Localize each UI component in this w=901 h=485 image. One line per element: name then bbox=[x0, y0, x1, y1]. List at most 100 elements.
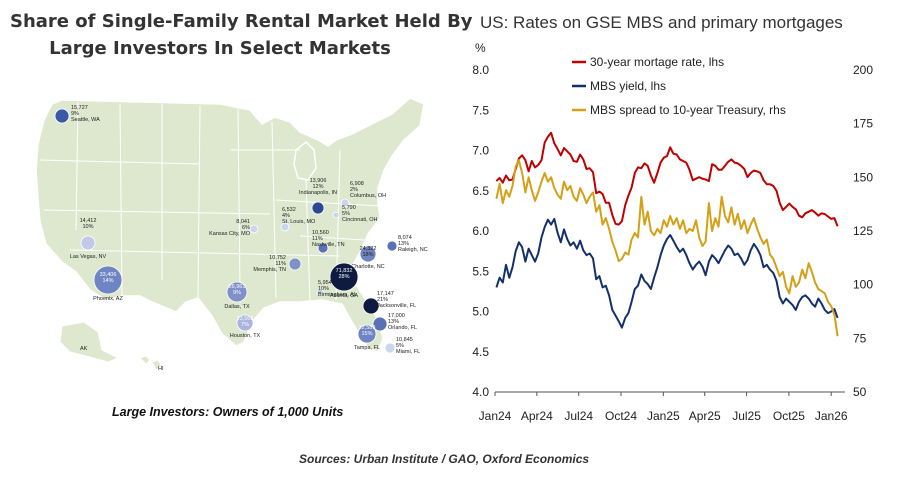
market-units-label: 5,954 bbox=[318, 280, 332, 286]
x-tick-label: Jul24 bbox=[564, 409, 593, 423]
market-bubble bbox=[93, 265, 123, 295]
legend-item: MBS yield, lhs bbox=[572, 79, 666, 93]
y-left-tick-label: 5.0 bbox=[472, 305, 489, 319]
y-left-tick-label: 5.5 bbox=[472, 264, 489, 278]
market-units-label: 6,908 bbox=[350, 181, 364, 187]
market-bubble bbox=[357, 324, 377, 344]
market-share-label: 14% bbox=[102, 278, 113, 284]
map-title-line-2: Large Investors In Select Markets bbox=[49, 38, 391, 59]
y-left-tick-label: 4.5 bbox=[472, 345, 489, 359]
market-share-label: 18% bbox=[362, 252, 373, 258]
us-map-land bbox=[35, 97, 425, 371]
y-right-tick-label: 150 bbox=[853, 170, 873, 184]
rates-chart: US: Rates on GSE MBS and primary mortgag… bbox=[472, 13, 873, 423]
market-name-label: Las Vegas, NV bbox=[70, 254, 107, 260]
left-axis-unit-label: % bbox=[475, 41, 486, 55]
market-name-label: Atlanta, GA bbox=[330, 293, 358, 299]
series-line-mortgage-rate bbox=[495, 131, 839, 227]
y-right-tick-label: 75 bbox=[853, 331, 867, 345]
market-bubble bbox=[311, 201, 325, 215]
market-name-label: Cincinnati, OH bbox=[342, 217, 377, 223]
chart-series bbox=[495, 131, 839, 337]
market-name-label: St. Louis, MO bbox=[282, 219, 316, 225]
market-units-label: 26,961 bbox=[229, 284, 246, 290]
market-name-label: Birmingham, AL bbox=[318, 292, 357, 298]
market-share-label: 28% bbox=[338, 274, 349, 280]
market-share-label: 7% bbox=[241, 322, 249, 328]
market-name-label: Seattle, WA bbox=[71, 117, 100, 123]
state-borders bbox=[39, 101, 381, 303]
y-left-tick-label: 8.0 bbox=[472, 63, 489, 77]
market-units-label: 17,147 bbox=[377, 291, 394, 297]
market-units-label: 10,845 bbox=[396, 337, 413, 343]
market-name-label: Houston, TX bbox=[230, 333, 261, 339]
y-right-tick-label: 100 bbox=[853, 278, 873, 292]
market-share-label: 5% bbox=[342, 211, 350, 217]
legend-label: MBS yield, lhs bbox=[590, 79, 666, 93]
x-tick-label: Apr24 bbox=[521, 409, 553, 423]
market-share-label: 10% bbox=[82, 224, 93, 230]
market-bubble bbox=[280, 222, 290, 232]
market-units-label: 23,563 bbox=[237, 316, 254, 322]
market-name-label: Miami, FL bbox=[396, 349, 420, 355]
market-name-label: Dallas, TX bbox=[224, 304, 250, 310]
market-units-label: 14,412 bbox=[80, 218, 97, 224]
market-units-label: 6,532 bbox=[282, 207, 296, 213]
x-tick-label: Oct25 bbox=[773, 409, 805, 423]
market-share-label: 2% bbox=[350, 187, 358, 193]
market-bubble bbox=[317, 242, 329, 254]
x-tick-label: Jan26 bbox=[815, 409, 848, 423]
chart-axes: 4.0 4.5 5.0 5.5 6.0 6.5 7.0 7.5 8.0 50 75 100 125 150… bbox=[472, 63, 873, 423]
market-units-label: 13,906 bbox=[310, 178, 327, 184]
market-name-label: Raleigh, NC bbox=[398, 247, 428, 253]
market-bubble bbox=[80, 235, 96, 251]
market-units-label: 8,041 bbox=[236, 219, 250, 225]
market-units-label: 71,832 bbox=[336, 268, 353, 274]
market-units-label: 10,752 bbox=[269, 255, 286, 261]
market-units-label: 33,406 bbox=[100, 272, 117, 278]
y-right-tick-label: 125 bbox=[853, 224, 873, 238]
market-bubble bbox=[362, 297, 380, 315]
market-share-label: 13% bbox=[398, 241, 409, 247]
market-share-label: 11% bbox=[275, 261, 286, 267]
legend-label: MBS spread to 10-year Treasury, rhs bbox=[590, 103, 786, 117]
x-tick-label: Oct24 bbox=[605, 409, 637, 423]
market-units-label: 8,074 bbox=[398, 235, 412, 241]
y-left-tick-label: 4.0 bbox=[472, 385, 489, 399]
market-bubble bbox=[54, 108, 70, 124]
market-bubble bbox=[372, 316, 388, 332]
market-bubble bbox=[384, 342, 396, 354]
market-share-label: 6% bbox=[242, 225, 250, 231]
market-units-label: 24,322 bbox=[360, 246, 377, 252]
market-name-label: Indianapolis, IN bbox=[299, 190, 337, 196]
market-bubble bbox=[249, 224, 259, 234]
michigan-shape bbox=[293, 140, 317, 181]
hawaii-label: HI bbox=[158, 366, 164, 372]
market-share-label: 15% bbox=[361, 331, 372, 337]
market-units-label: 15,727 bbox=[71, 105, 88, 111]
x-tick-label: Jan25 bbox=[647, 409, 680, 423]
y-left-tick-label: 6.0 bbox=[472, 224, 489, 238]
market-bubble bbox=[386, 240, 398, 252]
y-right-tick-label: 200 bbox=[853, 63, 873, 77]
x-tick-label: Apr25 bbox=[689, 409, 721, 423]
map-title: Share of Single-Family Rental Market Hel… bbox=[10, 8, 473, 62]
market-bubble bbox=[329, 262, 359, 292]
market-bubble bbox=[316, 288, 324, 296]
sources-note: Sources: Urban Institute / GAO, Oxford E… bbox=[299, 452, 590, 466]
market-share-label: 9% bbox=[233, 290, 241, 296]
contiguous-us-shape bbox=[35, 97, 425, 353]
